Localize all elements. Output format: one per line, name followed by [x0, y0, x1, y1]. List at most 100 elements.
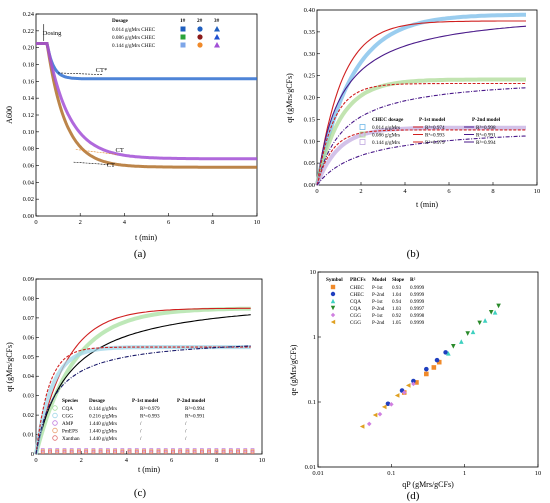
panel-c-baseline-point	[214, 450, 219, 454]
y-tick-label: 0.08	[23, 146, 34, 153]
panel-b-ylabel: qt (gMrs/gCFs)	[285, 73, 294, 123]
y-tick-label: 0.10	[304, 138, 315, 145]
legend-r2: /	[140, 436, 142, 442]
legend-marker	[330, 291, 336, 297]
panel-c-baseline-point	[163, 449, 168, 453]
legend-slope: 0.94	[392, 299, 401, 305]
legend-pbcfs: CGG	[350, 313, 361, 319]
panel-c-baseline-point	[207, 448, 211, 452]
legend-marker	[52, 427, 58, 434]
panel-a-series: Dosing CT* CT CT	[36, 24, 257, 169]
panel-c-baseline-point	[163, 448, 168, 452]
panel-d-point	[411, 378, 416, 384]
legend-dosage: 1.440 g/gMrs	[89, 436, 117, 442]
x-tick-label: 6	[447, 188, 451, 195]
y-tick-label: 0.05	[304, 160, 315, 167]
y-tick-label: 0.06	[23, 334, 35, 341]
panel-c-baseline-point	[127, 450, 132, 454]
panel-c-p2-fit	[35, 314, 251, 455]
panel-d: 0.01 0.1 1 10 0.01 0.1 1 10 Symbol PBCFs Model Slo…	[289, 269, 541, 502]
panel-c-baseline-point	[192, 448, 197, 452]
panel-a-legend: Dosage 1# 2# 3# 0.014 g/gMrs CHEC 0.086 g/gMr…	[112, 18, 220, 49]
panel-c-xlabel: t (min)	[138, 465, 160, 474]
panel-c-baseline-point	[106, 449, 110, 453]
panel-a-label: (a)	[134, 248, 147, 260]
legend-r2: /	[140, 421, 142, 427]
panel-c-baseline-point	[221, 450, 226, 454]
panel-b-ticks: 0 2 4 6 8 10 0.00 0.05 0.10 0.15 0.20 0.25 0.30 0.35 0…	[304, 7, 541, 195]
panel-d-ylabel: qe (gMrs/gCFs)	[289, 344, 298, 395]
legend-species: AMP	[62, 421, 73, 427]
panel-c-baseline-point	[149, 449, 154, 453]
panel-b-data-band	[315, 77, 526, 186]
panel-d-point	[431, 365, 437, 370]
legend-header: CHEC dosage	[372, 117, 404, 123]
x-tick-label: 0	[34, 457, 37, 464]
legend-pbcfs: CHEC	[350, 285, 364, 291]
panel-d-legend: Symbol PBCFs Model Slope R² CHEC P-1st 0.93 0.99…	[326, 277, 425, 326]
panel-c-baseline-point	[62, 449, 67, 453]
legend-row-label: 0.144 g/gMrs CHEC	[112, 43, 156, 49]
legend-r2: /	[185, 436, 187, 442]
legend-r2: R²=0.993	[425, 133, 445, 139]
panel-d-point	[488, 309, 494, 315]
legend-dosage: 1.440 g/gMrs	[89, 421, 117, 427]
x-tick-label: 2	[79, 219, 82, 226]
y-tick-label: 0.14	[23, 95, 35, 102]
panel-c-baseline-point	[185, 449, 190, 453]
panel-c-baseline-point	[69, 449, 74, 453]
y-tick-label: 0.01	[305, 464, 316, 471]
panel-b-series	[315, 12, 527, 186]
legend-marker	[52, 435, 58, 441]
panel-d-ticks: 0.01 0.1 1 10 0.01 0.1 1 10	[305, 269, 542, 477]
panel-c-frame	[35, 278, 263, 455]
legend-model: P-1st	[372, 299, 383, 305]
panel-a-annotation: CT	[116, 147, 124, 154]
panel-d-point	[470, 329, 476, 335]
panel-d-point	[446, 351, 451, 356]
panel-c-baseline-point	[120, 450, 125, 454]
panel-c-baseline-point	[69, 450, 74, 454]
y-tick-label: 0.1	[308, 399, 316, 406]
panel-c-baseline-point	[142, 448, 146, 452]
legend-marker	[197, 42, 203, 48]
legend-row-label: 0.144 g/gMrs	[372, 140, 400, 146]
legend-model: P-2nd	[372, 320, 385, 326]
legend-r2: R²=0.998	[476, 125, 496, 131]
legend-r2: /	[185, 421, 187, 427]
panel-c-baseline-point	[40, 450, 45, 454]
panel-c-baseline-point	[171, 448, 175, 452]
panel-c-baseline-point	[178, 448, 183, 452]
panel-c-baseline-point	[243, 448, 248, 452]
x-tick-label: 4	[403, 188, 407, 195]
legend-col-header: 1#	[180, 18, 186, 24]
legend-header: P-1st model	[132, 398, 159, 404]
panel-c-baseline-point	[142, 450, 146, 454]
panel-d-point	[401, 390, 407, 395]
legend-species: CQA	[62, 406, 73, 412]
legend-slope: 0.93	[392, 285, 401, 291]
panel-c-baseline-point	[84, 448, 89, 452]
panel-c-baseline-point	[192, 449, 197, 453]
panel-c-baseline-point	[48, 450, 52, 454]
panel-c-baseline-point	[127, 448, 132, 452]
x-tick-label: 0.1	[387, 470, 395, 477]
y-tick-label: 0.02	[23, 196, 34, 203]
x-tick-label: 4	[125, 457, 129, 464]
panel-a: 0 2 4 6 8 10 0.00 0.02 0.04 0.06 0.08 0.10 0.12 0.14 0…	[5, 11, 260, 260]
y-tick-label: 0.35	[304, 29, 315, 36]
panel-d-point	[414, 380, 419, 385]
panel-c-baseline-point	[156, 448, 161, 452]
legend-marker	[52, 405, 58, 411]
legend-pbcfs: CQA	[350, 299, 361, 305]
y-tick-label: 0.10	[23, 129, 34, 136]
legend-pbcfs: CHEC	[350, 292, 364, 298]
panel-c-baseline-point	[91, 449, 96, 453]
panel-c-baseline-point	[91, 450, 96, 454]
y-tick-label: 0.06	[23, 163, 35, 170]
legend-r2: R²=0.993	[140, 414, 160, 420]
panel-b-p1-fit	[316, 82, 526, 186]
panel-c-baseline-point	[200, 448, 204, 452]
panel-c-baseline-point	[120, 449, 125, 453]
panel-c-baseline-point	[214, 449, 219, 453]
